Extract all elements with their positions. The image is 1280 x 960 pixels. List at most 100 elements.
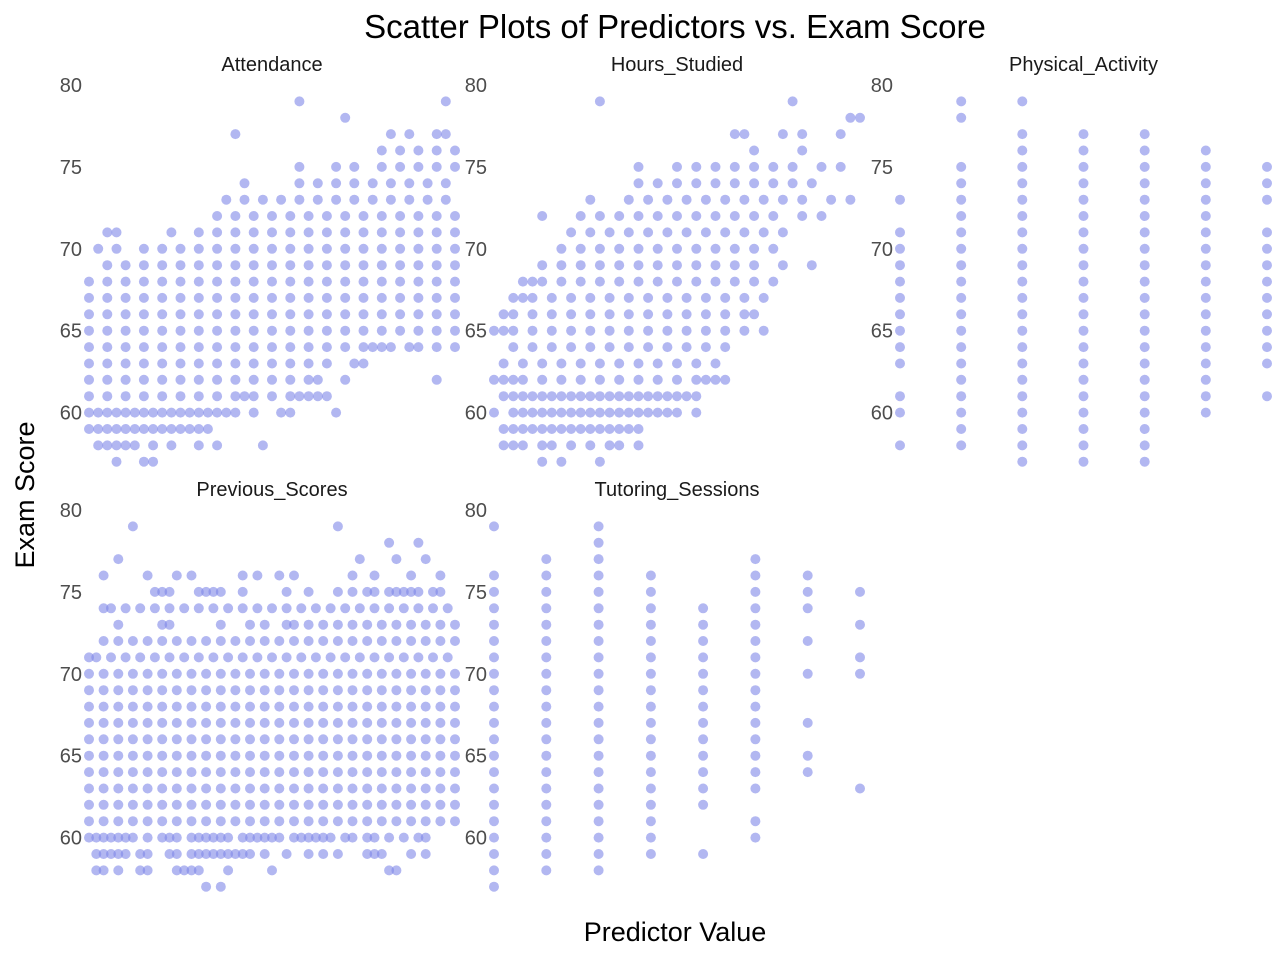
data-point (245, 832, 255, 843)
data-point (318, 767, 329, 778)
data-point (440, 178, 451, 189)
data-point (541, 636, 552, 646)
data-point (645, 619, 656, 630)
data-point (489, 619, 499, 630)
data-point (267, 865, 277, 876)
data-point (420, 734, 431, 745)
data-point (164, 849, 175, 859)
data-point (376, 799, 387, 810)
data-point (303, 358, 314, 369)
data-point (384, 603, 395, 614)
data-point (318, 849, 329, 859)
data-point (594, 260, 605, 271)
data-point (208, 832, 219, 843)
data-point (623, 342, 634, 353)
y-tick-label: 75 (465, 582, 487, 604)
data-point (281, 652, 292, 663)
data-point (267, 243, 277, 254)
data-point (750, 816, 761, 827)
data-point (710, 161, 721, 172)
data-point (193, 865, 204, 876)
data-point (267, 276, 277, 287)
data-point (120, 832, 131, 843)
data-point (527, 292, 538, 303)
data-point (166, 407, 177, 418)
data-point (895, 325, 905, 336)
data-point (138, 424, 149, 434)
data-point (138, 276, 149, 287)
data-point (215, 717, 226, 728)
data-point (749, 178, 760, 189)
data-point (230, 783, 241, 794)
data-point (442, 603, 453, 614)
data-point (91, 652, 102, 663)
data-point (358, 342, 369, 353)
data-point (318, 734, 329, 745)
data-point (593, 586, 604, 597)
data-point (84, 292, 94, 303)
data-point (157, 276, 168, 287)
data-point (566, 325, 577, 336)
data-point (376, 276, 387, 287)
y-tick-label: 80 (465, 75, 487, 97)
data-point (593, 636, 604, 646)
data-point (230, 342, 241, 353)
data-point (391, 767, 402, 778)
data-point (274, 783, 285, 794)
data-point (956, 358, 967, 369)
data-point (237, 849, 248, 859)
data-point (120, 440, 131, 451)
data-point (148, 407, 159, 418)
data-point (537, 456, 548, 467)
data-point (347, 816, 358, 827)
data-point (138, 325, 149, 336)
data-point (127, 799, 138, 810)
data-point (758, 292, 769, 303)
data-point (614, 211, 625, 221)
data-point (855, 112, 865, 123)
data-point (274, 668, 285, 679)
data-point (362, 701, 373, 712)
data-point (802, 603, 813, 614)
data-point (435, 799, 446, 810)
data-point (1200, 309, 1211, 320)
data-point (267, 374, 277, 385)
data-point (593, 816, 604, 827)
data-point (645, 685, 656, 696)
data-point (895, 227, 905, 238)
data-point (489, 521, 499, 532)
data-point (303, 342, 314, 353)
data-point (541, 717, 552, 728)
data-point (604, 342, 615, 353)
data-point (1017, 161, 1028, 172)
data-point (98, 701, 109, 712)
data-point (157, 701, 168, 712)
data-point (267, 292, 277, 303)
data-point (325, 603, 336, 614)
data-point (281, 849, 292, 859)
data-point (691, 260, 702, 271)
data-point (681, 325, 692, 336)
y-tick-label: 75 (465, 157, 487, 179)
data-point (376, 849, 387, 859)
data-point (113, 767, 124, 778)
data-point (633, 424, 644, 434)
data-point (289, 717, 299, 728)
data-point (369, 652, 380, 663)
data-point (303, 701, 314, 712)
data-point (310, 832, 321, 843)
data-point (113, 750, 124, 761)
data-point (127, 816, 138, 827)
data-point (645, 832, 656, 843)
data-point (376, 619, 387, 630)
data-point (749, 276, 760, 287)
data-point (245, 668, 255, 679)
data-point (274, 734, 285, 745)
data-point (166, 440, 177, 451)
data-point (84, 816, 94, 827)
data-point (186, 734, 197, 745)
data-point (230, 129, 241, 140)
data-point (643, 342, 654, 353)
data-point (289, 799, 299, 810)
data-point (157, 799, 168, 810)
